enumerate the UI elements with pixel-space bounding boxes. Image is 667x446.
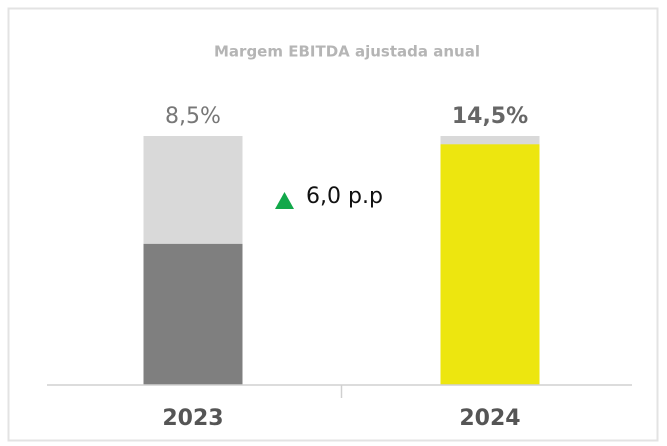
chart-title: Margem EBITDA ajustada anual [214, 43, 480, 61]
annotation: 6,0 p.p [306, 184, 383, 209]
value-label: 8,5% [165, 104, 221, 129]
bar [143, 243, 243, 385]
bar [440, 144, 540, 385]
value-label: 14,5% [452, 104, 528, 129]
x-tick-label: 2023 [162, 406, 223, 431]
up-arrow [275, 192, 294, 209]
card [7, 7, 659, 442]
x-tick-label: 2024 [459, 406, 520, 431]
